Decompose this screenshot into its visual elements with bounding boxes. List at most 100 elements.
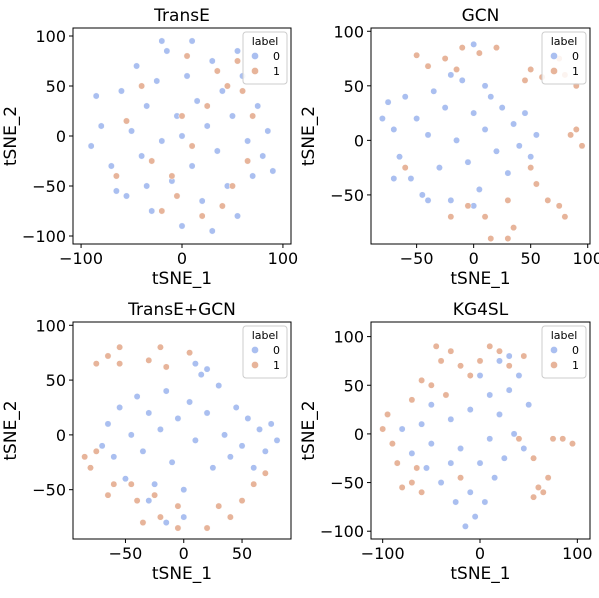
- point-label-0: [168, 458, 176, 466]
- point-label-0: [408, 449, 416, 457]
- y-axis-label: tSNE_2: [299, 106, 319, 166]
- point-label-0: [384, 98, 392, 106]
- point-label-0: [504, 169, 512, 177]
- point-label-0: [218, 87, 226, 95]
- y-axis-label: tSNE_2: [1, 400, 21, 460]
- point-label-0: [145, 409, 153, 417]
- point-label-0: [87, 142, 95, 150]
- point-label-0: [487, 93, 495, 101]
- point-label-1: [549, 435, 557, 443]
- point-label-0: [515, 142, 523, 150]
- point-label-0: [256, 425, 263, 433]
- subplot-title: TransE+GCN: [127, 300, 236, 320]
- point-label-1: [427, 381, 435, 389]
- y-tick-label: 0: [354, 131, 364, 150]
- point-label-0: [198, 197, 206, 205]
- point-label-0: [447, 415, 455, 423]
- point-label-0: [486, 435, 494, 443]
- point-label-1: [530, 454, 537, 462]
- point-label-0: [481, 498, 489, 506]
- subplot-2: TransE+GCN −50 0 50 −50 0 50 100 tSNE_1 tSNE_2 lab…: [1, 300, 292, 584]
- point-label-0: [145, 497, 153, 505]
- point-label-1: [81, 453, 89, 461]
- subplot-title: KG4SL: [453, 300, 509, 320]
- y-tick-label: −50: [330, 474, 364, 493]
- y-tick-label: 50: [46, 371, 66, 390]
- point-label-0: [390, 175, 398, 182]
- point-label-0: [238, 442, 246, 450]
- point-label-0: [162, 519, 170, 527]
- point-label-0: [447, 71, 455, 79]
- point-label-0: [470, 109, 478, 117]
- point-label-0: [215, 382, 223, 390]
- point-label-1: [138, 82, 146, 90]
- point-label-0: [158, 137, 166, 145]
- point-label-0: [139, 447, 147, 455]
- legend-entry-0: 0: [572, 50, 579, 63]
- point-label-0: [117, 87, 125, 95]
- point-label-0: [151, 480, 159, 488]
- point-label-0: [122, 475, 129, 483]
- point-label-0: [532, 131, 540, 139]
- point-label-0: [527, 153, 535, 161]
- point-label-0: [188, 37, 196, 45]
- point-label-0: [520, 445, 528, 452]
- legend: label 0 1: [541, 31, 587, 85]
- x-tick-label: −100: [59, 249, 103, 268]
- subplot-3: KG4SL −100 0 100 −100 −50 0 50 100 tSNE_1 tSNE_2 la…: [299, 300, 593, 584]
- point-label-1: [487, 235, 495, 242]
- y-tick-label: 50: [344, 376, 364, 395]
- y-tick-label: 100: [333, 22, 364, 41]
- point-label-1: [453, 66, 460, 73]
- point-label-0: [143, 182, 151, 190]
- y-tick-label: 100: [35, 27, 66, 46]
- point-label-0: [510, 430, 518, 438]
- y-axis-label: tSNE_2: [1, 106, 21, 166]
- subplot-0: TransE −100 0 100 −100 −50 0 50 100 tSNE_1 tSNE_2 l…: [1, 6, 298, 289]
- point-label-0: [418, 420, 426, 428]
- point-label-1: [244, 157, 252, 165]
- point-label-0: [250, 464, 258, 472]
- point-label-0: [430, 87, 438, 95]
- point-label-0: [133, 62, 141, 70]
- legend-title: label: [252, 35, 279, 48]
- point-label-0: [521, 109, 529, 117]
- point-label-1: [476, 357, 484, 365]
- legend-entry-1: 1: [273, 65, 280, 78]
- y-tick-label: 0: [354, 425, 364, 444]
- x-axis-label: tSNE_1: [450, 269, 510, 289]
- point-label-0: [427, 401, 435, 409]
- point-label-1: [151, 491, 159, 499]
- point-label-1: [213, 67, 221, 75]
- point-label-1: [413, 51, 421, 59]
- point-label-1: [174, 524, 182, 532]
- legend-title: label: [252, 329, 279, 342]
- point-label-0: [264, 127, 272, 135]
- point-label-0: [203, 365, 211, 373]
- point-label-1: [504, 235, 512, 242]
- point-label-0: [127, 431, 135, 439]
- legend-marker-0: [550, 346, 558, 354]
- point-label-1: [87, 464, 94, 472]
- point-label-1: [183, 52, 191, 60]
- point-label-1: [520, 352, 528, 360]
- point-label-0: [269, 167, 277, 175]
- point-label-0: [481, 82, 489, 90]
- point-label-1: [555, 202, 563, 210]
- point-label-1: [110, 480, 118, 488]
- point-label-0: [110, 453, 118, 461]
- x-axis-label: tSNE_1: [450, 564, 510, 584]
- points-layer: [379, 342, 576, 530]
- point-label-1: [475, 49, 483, 57]
- point-label-0: [97, 122, 105, 130]
- point-label-0: [186, 398, 194, 406]
- point-label-0: [191, 360, 199, 368]
- point-label-1: [238, 497, 246, 505]
- point-label-0: [401, 93, 409, 101]
- x-tick-label: 0: [469, 249, 479, 268]
- point-label-1: [116, 343, 124, 351]
- point-label-0: [476, 372, 484, 379]
- x-tick-label: −100: [361, 544, 405, 563]
- point-label-1: [466, 372, 474, 379]
- point-label-0: [162, 387, 170, 395]
